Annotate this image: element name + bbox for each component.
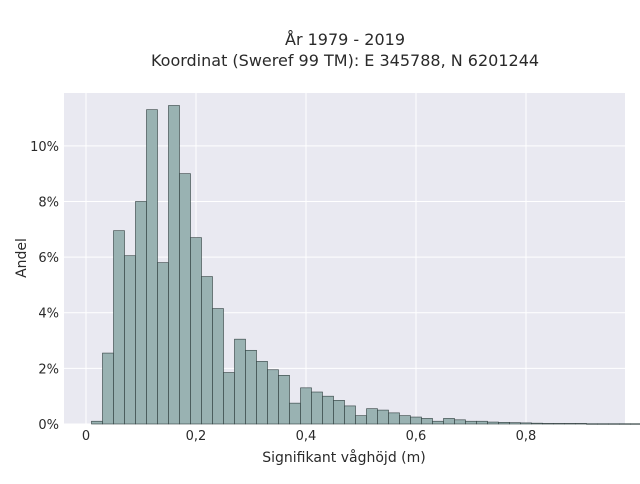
histogram-bar (345, 406, 356, 424)
histogram-bar (213, 309, 224, 424)
histogram-bar (279, 375, 290, 424)
x-tick-label: 0,8 (516, 429, 537, 444)
histogram-bar (356, 416, 367, 424)
histogram-bar (136, 201, 147, 424)
histogram-bar (103, 353, 114, 424)
histogram-bar (587, 424, 598, 425)
y-axis-label: Andel (14, 238, 30, 278)
histogram-bar (235, 339, 246, 424)
histogram-bar (257, 361, 268, 424)
histogram-bar (400, 416, 411, 424)
y-tick-label: 10% (30, 140, 59, 155)
histogram-bar (224, 373, 235, 424)
y-tick-label: 4% (38, 307, 59, 322)
histogram-bar (422, 418, 433, 424)
histogram-bar (367, 409, 378, 424)
x-tick-label: 0,4 (296, 429, 317, 444)
x-tick-labels: 0 0,2 0,4 0,6 0,8 (82, 429, 536, 444)
histogram-bar (290, 403, 301, 424)
histogram-bar (565, 423, 576, 424)
histogram-bar (312, 392, 323, 424)
histogram-bar (125, 256, 136, 424)
histogram-bar (631, 424, 640, 425)
histogram-bar (510, 423, 521, 424)
histogram-bar (576, 423, 587, 424)
histogram-bar (92, 421, 103, 424)
histogram-bar (532, 423, 543, 424)
histogram-bar (477, 421, 488, 424)
x-tick-label: 0,2 (186, 429, 207, 444)
histogram-bar (466, 421, 477, 424)
chart-title-line2: Koordinat (Sweref 99 TM): E 345788, N 62… (151, 51, 539, 70)
chart-title-line1: År 1979 - 2019 (285, 30, 405, 49)
histogram-bar (543, 423, 554, 424)
histogram-bar (158, 263, 169, 424)
histogram-bar (180, 174, 191, 424)
histogram-bar (411, 417, 422, 424)
histogram-bar (147, 110, 158, 424)
histogram-bar (378, 410, 389, 424)
histogram-bar (499, 422, 510, 424)
histogram-bar (202, 277, 213, 424)
y-tick-label: 0% (38, 418, 59, 433)
y-tick-label: 6% (38, 251, 59, 266)
histogram-bar (389, 413, 400, 424)
histogram-bar (301, 388, 312, 424)
histogram-bar (246, 350, 257, 424)
histogram-bar (191, 238, 202, 424)
histogram-bar (598, 424, 609, 425)
histogram-bar (323, 396, 334, 424)
histogram-bar (444, 418, 455, 424)
histogram-bar (609, 424, 620, 425)
histogram-bar (620, 424, 631, 425)
histogram-bar (488, 422, 499, 424)
histogram-bar (521, 423, 532, 424)
x-tick-label: 0 (82, 429, 90, 444)
x-tick-label: 0,6 (406, 429, 427, 444)
histogram-bar (334, 400, 345, 424)
histogram-bar (554, 423, 565, 424)
y-tick-label: 2% (38, 362, 59, 377)
y-tick-label: 8% (38, 195, 59, 210)
x-axis-label: Signifikant våghöjd (m) (262, 449, 425, 466)
histogram-bar (169, 106, 180, 424)
histogram-bar (455, 420, 466, 424)
histogram-bar (433, 421, 444, 424)
histogram-bar (114, 231, 125, 424)
y-tick-labels: 0% 2% 4% 6% 8% 10% (30, 140, 59, 433)
histogram-bar (268, 370, 279, 424)
